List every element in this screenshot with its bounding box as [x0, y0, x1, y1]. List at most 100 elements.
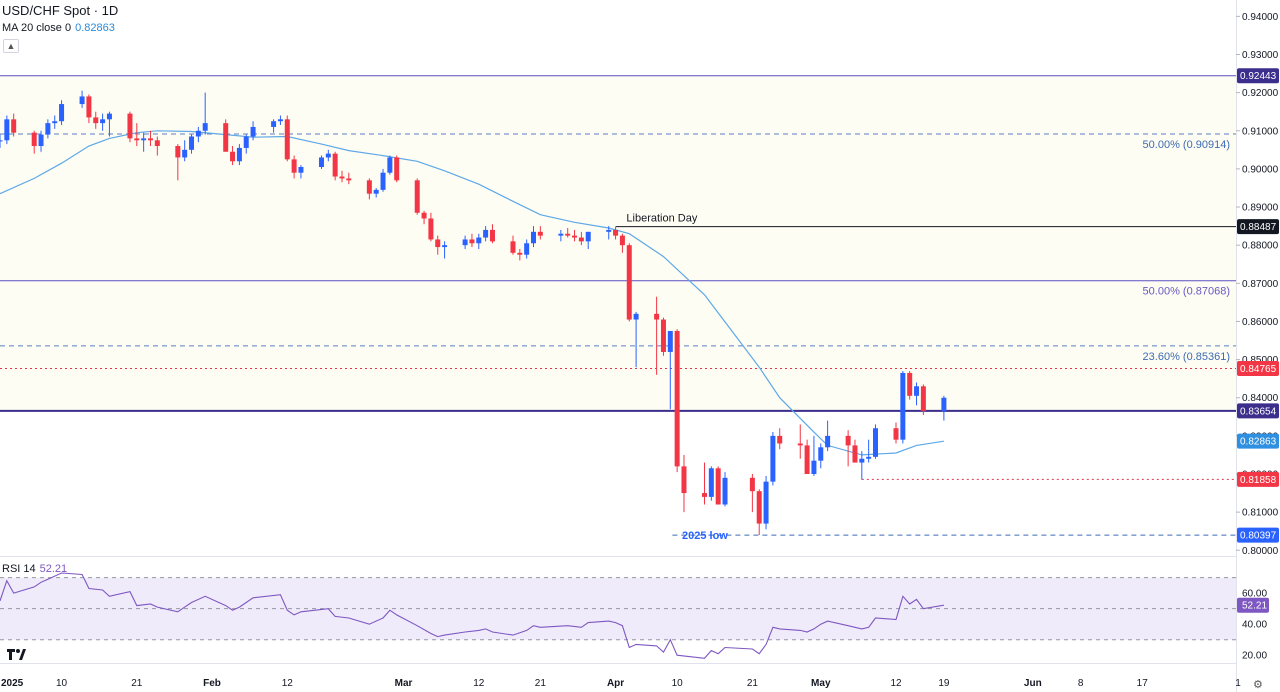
candle	[770, 432, 776, 486]
candle	[811, 435, 817, 476]
candle-body	[339, 176, 345, 179]
candle-body	[45, 123, 51, 135]
price-tag	[1237, 527, 1279, 543]
price-tick-label: 0.80000	[1242, 546, 1279, 557]
rsi-value-tag-label: 52.21	[1242, 601, 1267, 612]
chevron-up-icon[interactable]: ▲	[3, 39, 19, 53]
time-tick-label: Jun	[1024, 678, 1042, 689]
candle-body	[517, 252, 523, 255]
candle-body	[674, 330, 680, 467]
candle	[11, 113, 17, 137]
candle	[284, 115, 290, 162]
candle-body	[147, 138, 153, 141]
candle	[667, 330, 673, 410]
time-tick-label: 12	[890, 678, 902, 689]
price-tick-label: 0.94000	[1242, 12, 1279, 23]
time-tick-label: 21	[747, 678, 759, 689]
candle	[366, 178, 372, 200]
candle-body	[100, 119, 106, 124]
candle-body	[59, 104, 65, 122]
candle	[537, 226, 543, 240]
candle	[907, 371, 913, 400]
price-tag	[1237, 68, 1279, 84]
price-tick-label: 0.88000	[1242, 241, 1279, 252]
time-tick-label: 19	[938, 678, 950, 689]
candle	[332, 151, 338, 181]
candle-body	[202, 123, 208, 131]
candle	[141, 132, 147, 152]
candle-body	[558, 233, 564, 236]
candle-body	[414, 180, 420, 213]
candle-body	[236, 147, 242, 162]
price-tick-label: 0.84000	[1242, 393, 1279, 404]
candle	[524, 239, 530, 259]
candle	[900, 371, 906, 444]
candle	[654, 296, 660, 375]
candle	[606, 226, 612, 240]
candle	[531, 226, 537, 248]
candle-body	[175, 146, 181, 158]
candle-body	[106, 113, 112, 120]
fib-level-label: 50.00% (0.87068)	[1143, 286, 1230, 298]
fib-level-label: 50.00% (0.90914)	[1143, 139, 1230, 151]
price-tick-label: 0.92000	[1242, 88, 1279, 99]
candle	[585, 231, 591, 249]
annotation-label: Liberation Day	[626, 213, 697, 225]
candle-body	[701, 493, 707, 497]
price-tick-label: 0.87000	[1242, 279, 1279, 290]
candle	[134, 123, 140, 147]
time-tick-label: 17	[1137, 678, 1149, 689]
candle	[462, 235, 468, 249]
time-tick-label: Feb	[203, 678, 221, 689]
candle-body	[626, 245, 632, 320]
price-tag	[1237, 471, 1279, 487]
candle	[223, 119, 229, 152]
candle-body	[250, 126, 256, 137]
candle-body	[811, 460, 817, 475]
candle-body	[318, 157, 324, 167]
candle-body	[11, 119, 17, 133]
candle-body	[86, 96, 92, 118]
candle	[414, 178, 420, 215]
candle-body	[763, 481, 769, 524]
candle	[147, 130, 153, 147]
price-tick-label: 0.93000	[1242, 50, 1279, 61]
candle-body	[859, 458, 865, 463]
candle	[476, 233, 482, 249]
candle	[182, 140, 188, 162]
time-tick-label: 8	[1078, 678, 1084, 689]
candle	[298, 165, 304, 179]
candle	[749, 474, 755, 513]
time-tick-label: 10	[56, 678, 68, 689]
candle	[202, 92, 208, 135]
candle	[86, 94, 92, 124]
price-tick-label: 0.91000	[1242, 126, 1279, 137]
candle-body	[660, 319, 666, 352]
candle	[421, 210, 427, 225]
price-tag-label: 0.81858	[1240, 475, 1277, 486]
candle	[489, 224, 495, 244]
candle-body	[524, 243, 530, 255]
ma-legend-value: 0.82863	[75, 22, 115, 34]
candle-body	[914, 386, 920, 396]
candle	[708, 466, 714, 501]
candle	[45, 119, 51, 139]
candle	[394, 155, 400, 183]
candle-body	[613, 229, 619, 236]
chart-title: USD/CHF Spot · 1D	[2, 3, 119, 18]
price-tag-label: 0.88487	[1240, 222, 1277, 233]
price-tick-label: 0.90000	[1242, 164, 1279, 175]
candle	[681, 454, 687, 513]
time-tick-label: 2025	[1, 678, 24, 689]
candle	[373, 187, 379, 198]
time-tick-label: 21	[131, 678, 143, 689]
candle-body	[633, 313, 639, 320]
candle	[633, 311, 639, 368]
ma-legend: MA 20 close 0 0.82863	[2, 22, 115, 34]
candle-body	[777, 435, 783, 444]
time-tick-label: 10	[672, 678, 684, 689]
candle-body	[0, 140, 3, 142]
gear-icon[interactable]: ⚙	[1253, 679, 1263, 691]
candle	[31, 130, 37, 154]
